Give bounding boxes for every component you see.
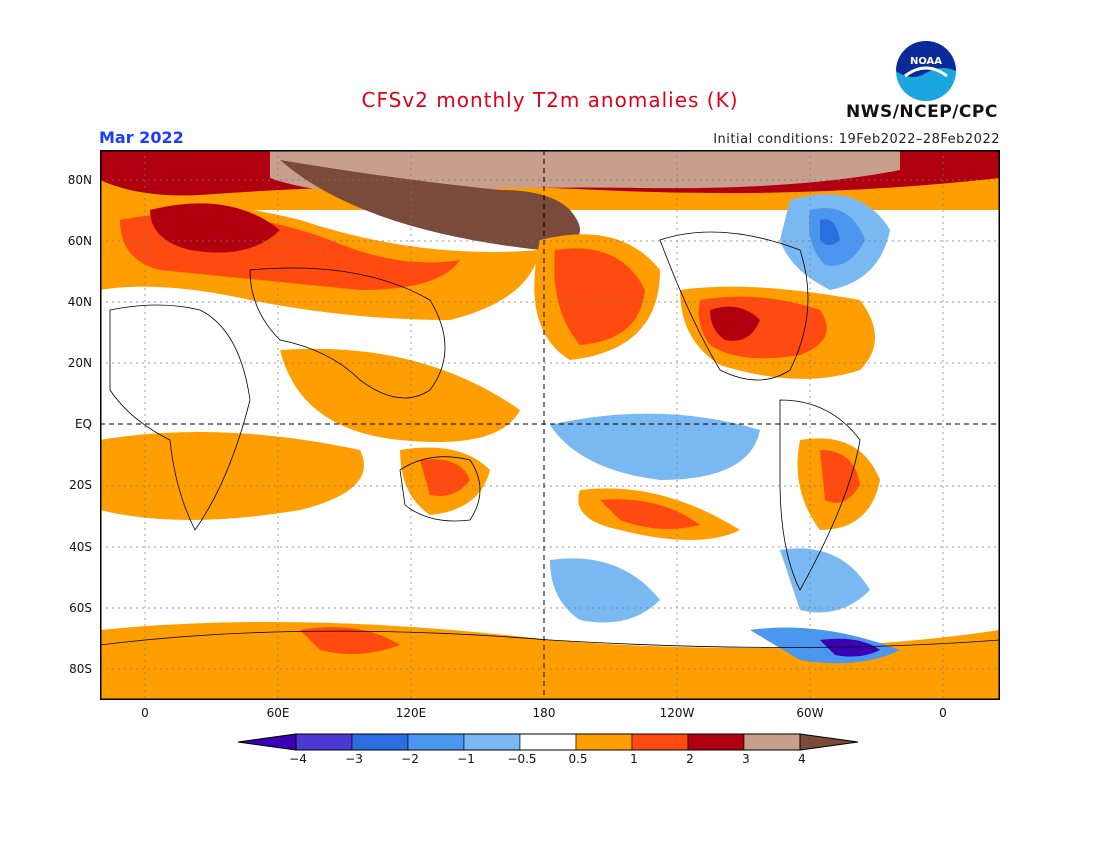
logo-text: NOAA — [910, 56, 942, 67]
canada-colder — [820, 219, 840, 245]
colorbar-tick: 0.5 — [568, 752, 588, 766]
antarctic-cold — [820, 638, 880, 657]
lon-label: 120E — [395, 706, 427, 720]
scandinavia-hot — [150, 203, 280, 253]
colorbar-tick: −2 — [401, 752, 419, 766]
lon-label: 0 — [939, 706, 947, 720]
equator-dateline — [100, 150, 1000, 700]
australia-warmer — [420, 459, 470, 496]
colorbar — [238, 733, 859, 751]
agency-label: NWS/NCEP/CPC — [846, 102, 998, 122]
colorbar-cell — [743, 733, 801, 751]
drake-cool — [780, 548, 870, 613]
colorbar-low-arrow — [238, 733, 297, 751]
lat-label: 80N — [67, 173, 92, 187]
colorbar-cell — [575, 733, 633, 751]
lon-label: 120W — [659, 706, 695, 720]
gridlines — [100, 150, 1000, 700]
colorbar-cell — [463, 733, 521, 751]
indian-warm — [280, 348, 520, 442]
samerica-warmer — [820, 450, 860, 503]
spac-warmer — [600, 499, 700, 529]
lat-label: 20S — [69, 478, 92, 492]
colorbar-cell — [295, 733, 353, 751]
lat-label: EQ — [74, 417, 92, 431]
colorbar-tick: −1 — [457, 752, 475, 766]
colorbar-cell — [687, 733, 745, 751]
siberia-extreme — [280, 160, 580, 250]
colorbar-tick: −0.5 — [507, 752, 537, 766]
colorbar-cell — [519, 733, 577, 751]
na-hot — [710, 306, 760, 341]
southern-cool — [550, 558, 660, 623]
lat-label: 60N — [67, 234, 92, 248]
map-frame — [100, 150, 1000, 700]
lon-label: 60W — [796, 706, 824, 720]
colorbar-frame — [295, 733, 801, 751]
lat-label: 40S — [69, 540, 92, 554]
forecast-month: Mar 2022 — [99, 128, 184, 147]
antarctic-warmer — [300, 627, 400, 654]
colorbar-tick: 1 — [630, 752, 638, 766]
lat-label: 40N — [67, 295, 92, 309]
pacific-cool — [550, 413, 760, 480]
colorbar-high-arrow — [799, 733, 859, 751]
coastlines — [100, 231, 1000, 648]
lon-label: 0 — [141, 706, 149, 720]
colorbar-tick: 3 — [742, 752, 750, 766]
anomaly-map — [100, 150, 1000, 700]
lat-label: 20N — [67, 356, 92, 370]
colorbar-tick: −4 — [289, 752, 307, 766]
southern-warm — [100, 432, 364, 520]
colorbar-tick: −3 — [345, 752, 363, 766]
colorbar-tick: 2 — [686, 752, 694, 766]
colorbar-cell — [631, 733, 689, 751]
noaa-logo-icon: NOAA — [896, 41, 956, 101]
lat-label: 60S — [69, 601, 92, 615]
colorbar-cell — [351, 733, 409, 751]
lat-label: 80S — [69, 662, 92, 676]
colorbar-cell — [407, 733, 465, 751]
chart-title: CFSv2 monthly T2m anomalies (K) — [361, 88, 739, 112]
lon-label: 180 — [532, 706, 556, 720]
npac-warmer — [554, 248, 645, 345]
colorbar-tick: 4 — [798, 752, 806, 766]
initial-conditions: Initial conditions: 19Feb2022–28Feb2022 — [713, 132, 1000, 147]
lon-label: 60E — [266, 706, 290, 720]
